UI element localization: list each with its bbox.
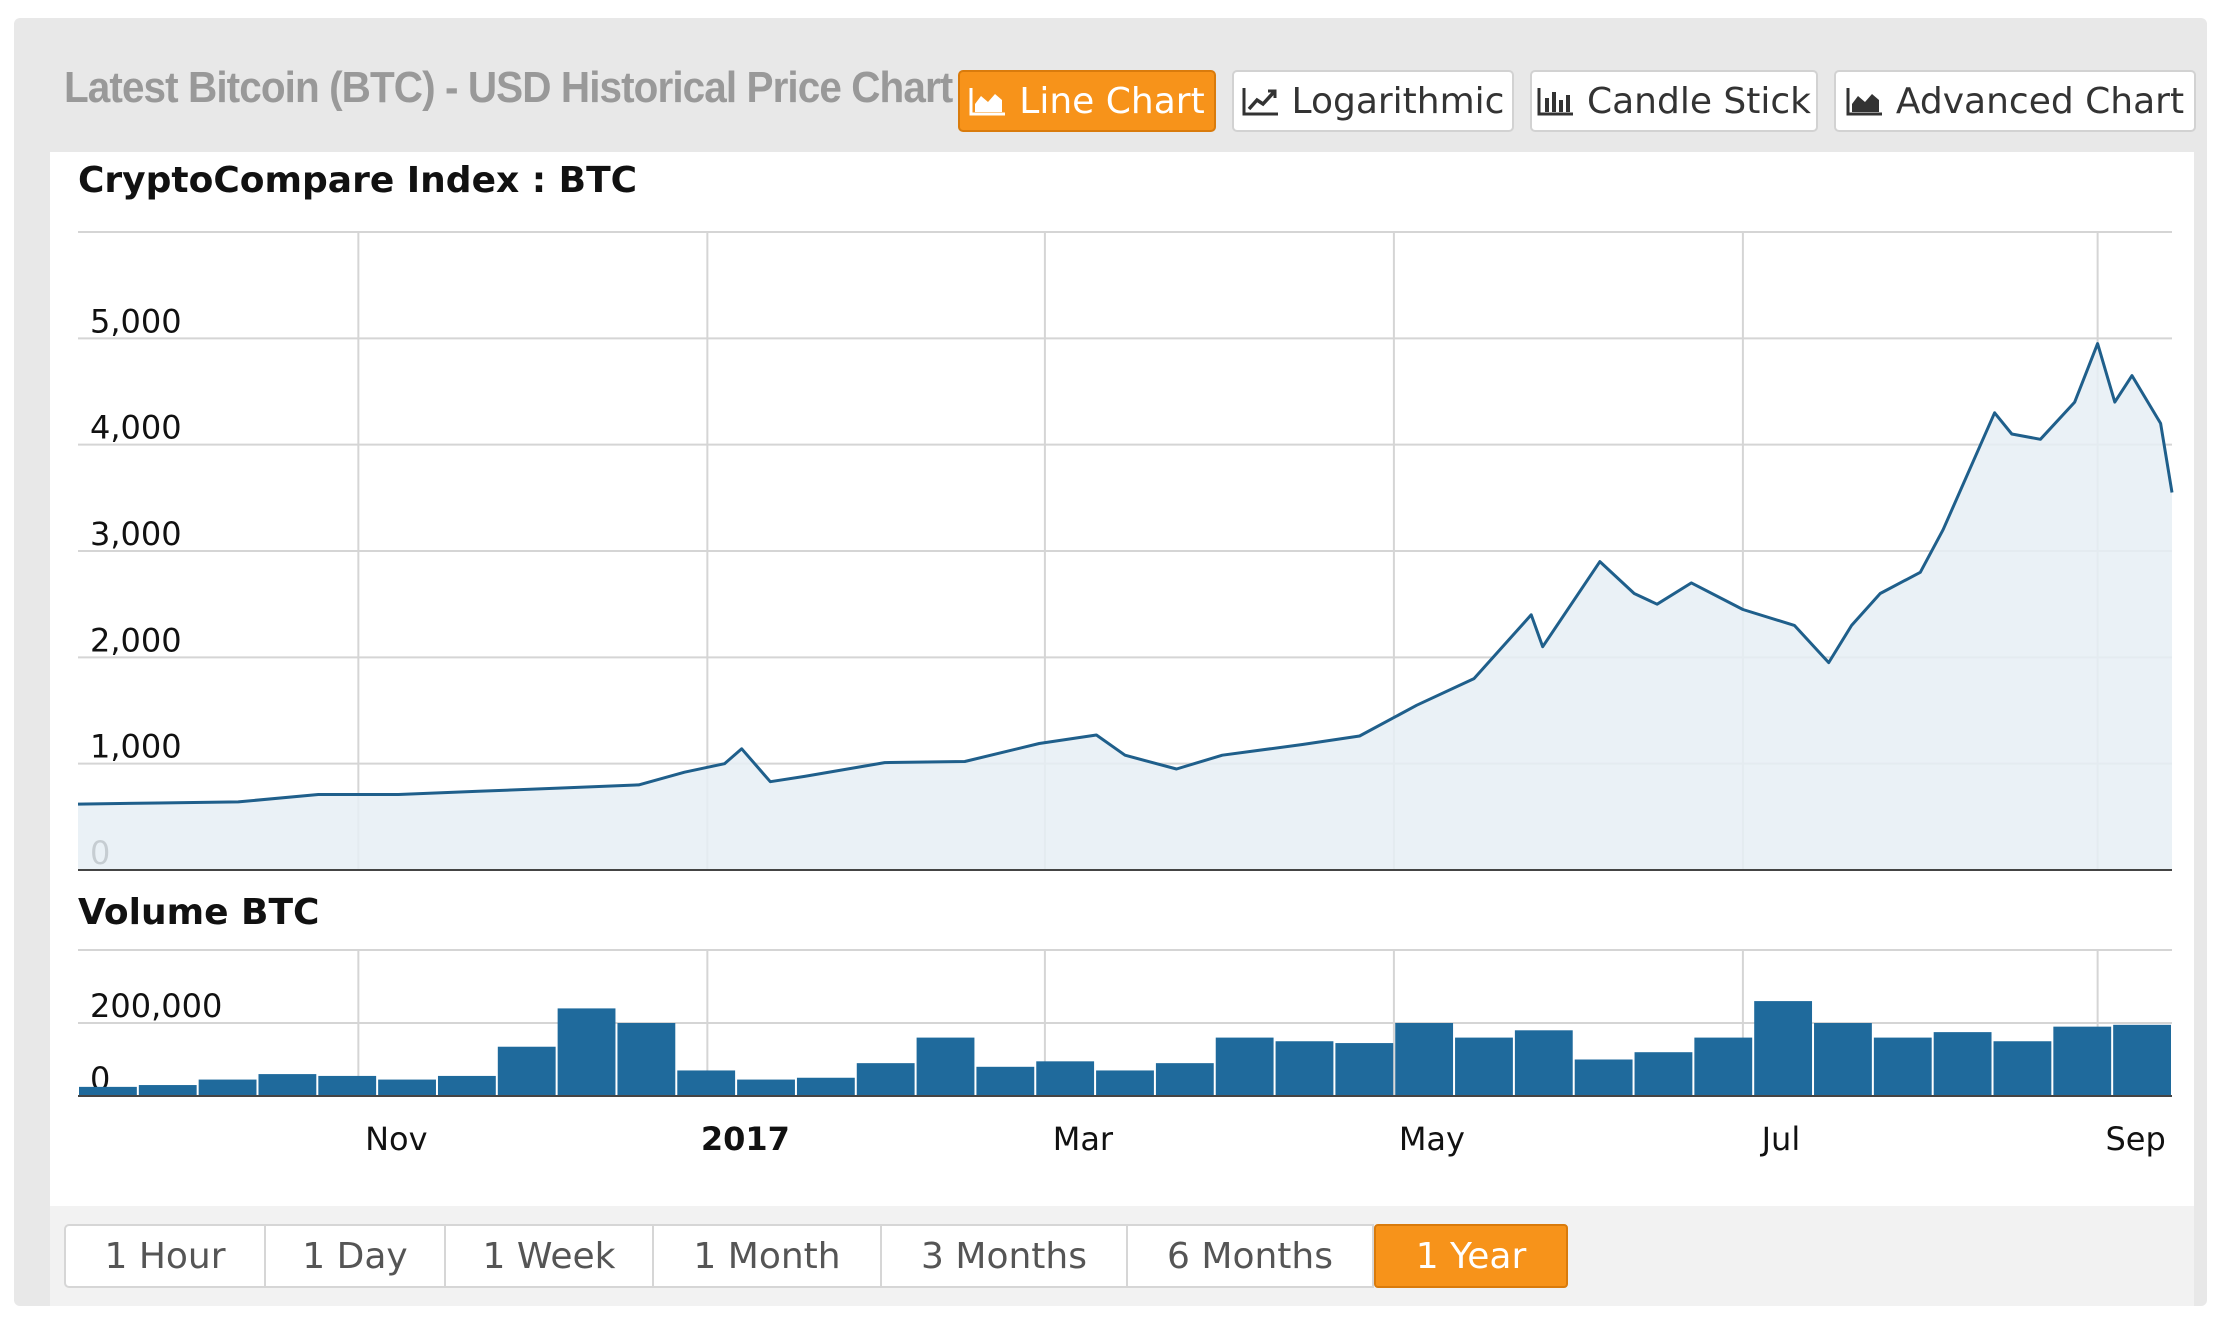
range-1-week-button[interactable]: 1 Week — [444, 1224, 654, 1288]
x-tick-label: Jul — [1760, 1120, 1801, 1158]
volume-bar — [318, 1075, 377, 1096]
range-6-months-button[interactable]: 6 Months — [1126, 1224, 1374, 1288]
time-range-bar: 1 Hour 1 Day 1 Week 1 Month 3 Months 6 M… — [50, 1206, 2194, 1306]
volume-bar — [79, 1086, 137, 1096]
volume-bar — [1634, 1052, 1693, 1096]
line-chart-label: Line Chart — [1019, 80, 1205, 122]
range-1-year-button[interactable]: 1 Year — [1374, 1224, 1568, 1288]
price-chart-title: CryptoCompare Index : BTC — [78, 160, 637, 201]
volume-bar — [617, 1023, 676, 1096]
range-label: 1 Day — [302, 1235, 408, 1277]
range-1-hour-button[interactable]: 1 Hour — [64, 1224, 266, 1288]
range-label: 3 Months — [921, 1235, 1087, 1277]
volume-bar — [916, 1037, 975, 1096]
volume-bar — [737, 1079, 795, 1096]
range-3-months-button[interactable]: 3 Months — [880, 1224, 1128, 1288]
volume-bar — [378, 1079, 436, 1096]
volume-bar — [1096, 1070, 1154, 1096]
volume-chart-title: Volume BTC — [78, 892, 319, 933]
logarithmic-button[interactable]: Logarithmic — [1232, 70, 1514, 132]
y-tick-label: 1,000 — [90, 728, 182, 766]
volume-bar — [1514, 1030, 1573, 1096]
range-label: 1 Week — [482, 1235, 616, 1277]
price-chart-widget: Latest Bitcoin (BTC) - USD Historical Pr… — [14, 18, 2207, 1306]
range-1-day-button[interactable]: 1 Day — [264, 1224, 446, 1288]
volume-bar — [2113, 1024, 2171, 1096]
range-label: 1 Month — [693, 1235, 841, 1277]
volume-bar — [1933, 1032, 1992, 1096]
line-chart-icon — [1242, 86, 1280, 116]
y-tick-label: 2,000 — [90, 621, 182, 659]
volume-bar — [1993, 1041, 2052, 1096]
y-tick-label: 3,000 — [90, 515, 182, 553]
volume-bar — [557, 1008, 616, 1096]
line-chart-button[interactable]: Line Chart — [958, 70, 1216, 132]
volume-bar — [677, 1070, 736, 1096]
range-label: 1 Year — [1415, 1235, 1527, 1277]
volume-bar — [1335, 1043, 1394, 1096]
volume-bar — [796, 1077, 855, 1096]
volume-bar — [1036, 1061, 1095, 1096]
volume-bar — [437, 1075, 496, 1096]
volume-bar — [1814, 1023, 1872, 1096]
volume-bar — [1694, 1037, 1753, 1096]
y-tick-label: 5,000 — [90, 302, 182, 340]
volume-bar — [1215, 1037, 1274, 1096]
candle-stick-label: Candle Stick — [1586, 80, 1812, 122]
y-tick-label: 4,000 — [90, 409, 182, 447]
x-tick-label: 2017 — [701, 1120, 790, 1158]
range-1-month-button[interactable]: 1 Month — [652, 1224, 882, 1288]
volume-bar — [1754, 1001, 1813, 1096]
chart-panel: CryptoCompare Index : BTC01,0002,0003,00… — [50, 152, 2194, 1206]
chart-canvas[interactable]: CryptoCompare Index : BTC01,0002,0003,00… — [50, 152, 2194, 1206]
volume-bar — [856, 1063, 915, 1096]
volume-bar — [2053, 1026, 2112, 1096]
x-tick-label: Mar — [1053, 1120, 1114, 1158]
y-tick-label: 200,000 — [90, 987, 222, 1025]
x-tick-label: Nov — [365, 1120, 427, 1158]
widget-title: Latest Bitcoin (BTC) - USD Historical Pr… — [64, 63, 953, 112]
advanced-chart-label: Advanced Chart — [1895, 80, 2185, 122]
bar-chart-icon — [1537, 86, 1575, 116]
candle-stick-button[interactable]: Candle Stick — [1530, 70, 1818, 132]
volume-bar — [1395, 1023, 1454, 1096]
volume-bar — [138, 1085, 197, 1096]
x-tick-label: Sep — [2105, 1120, 2165, 1158]
area-chart-icon — [1846, 86, 1884, 116]
advanced-chart-button[interactable]: Advanced Chart — [1834, 70, 2196, 132]
range-label: 1 Hour — [104, 1235, 226, 1277]
volume-bar — [1574, 1059, 1633, 1096]
price-line — [77, 342, 2174, 806]
range-label: 6 Months — [1167, 1235, 1333, 1277]
volume-bar — [1873, 1037, 1932, 1096]
volume-bar — [258, 1074, 317, 1096]
x-tick-label: May — [1399, 1120, 1465, 1158]
volume-bar — [198, 1079, 257, 1096]
volume-bar — [1275, 1041, 1334, 1096]
volume-bar — [497, 1046, 556, 1096]
price-area — [78, 343, 2172, 871]
logarithmic-label: Logarithmic — [1291, 80, 1505, 122]
volume-bar — [1155, 1063, 1214, 1096]
area-chart-icon — [969, 86, 1007, 116]
volume-bar — [1455, 1037, 1513, 1096]
volume-bar — [976, 1066, 1035, 1096]
